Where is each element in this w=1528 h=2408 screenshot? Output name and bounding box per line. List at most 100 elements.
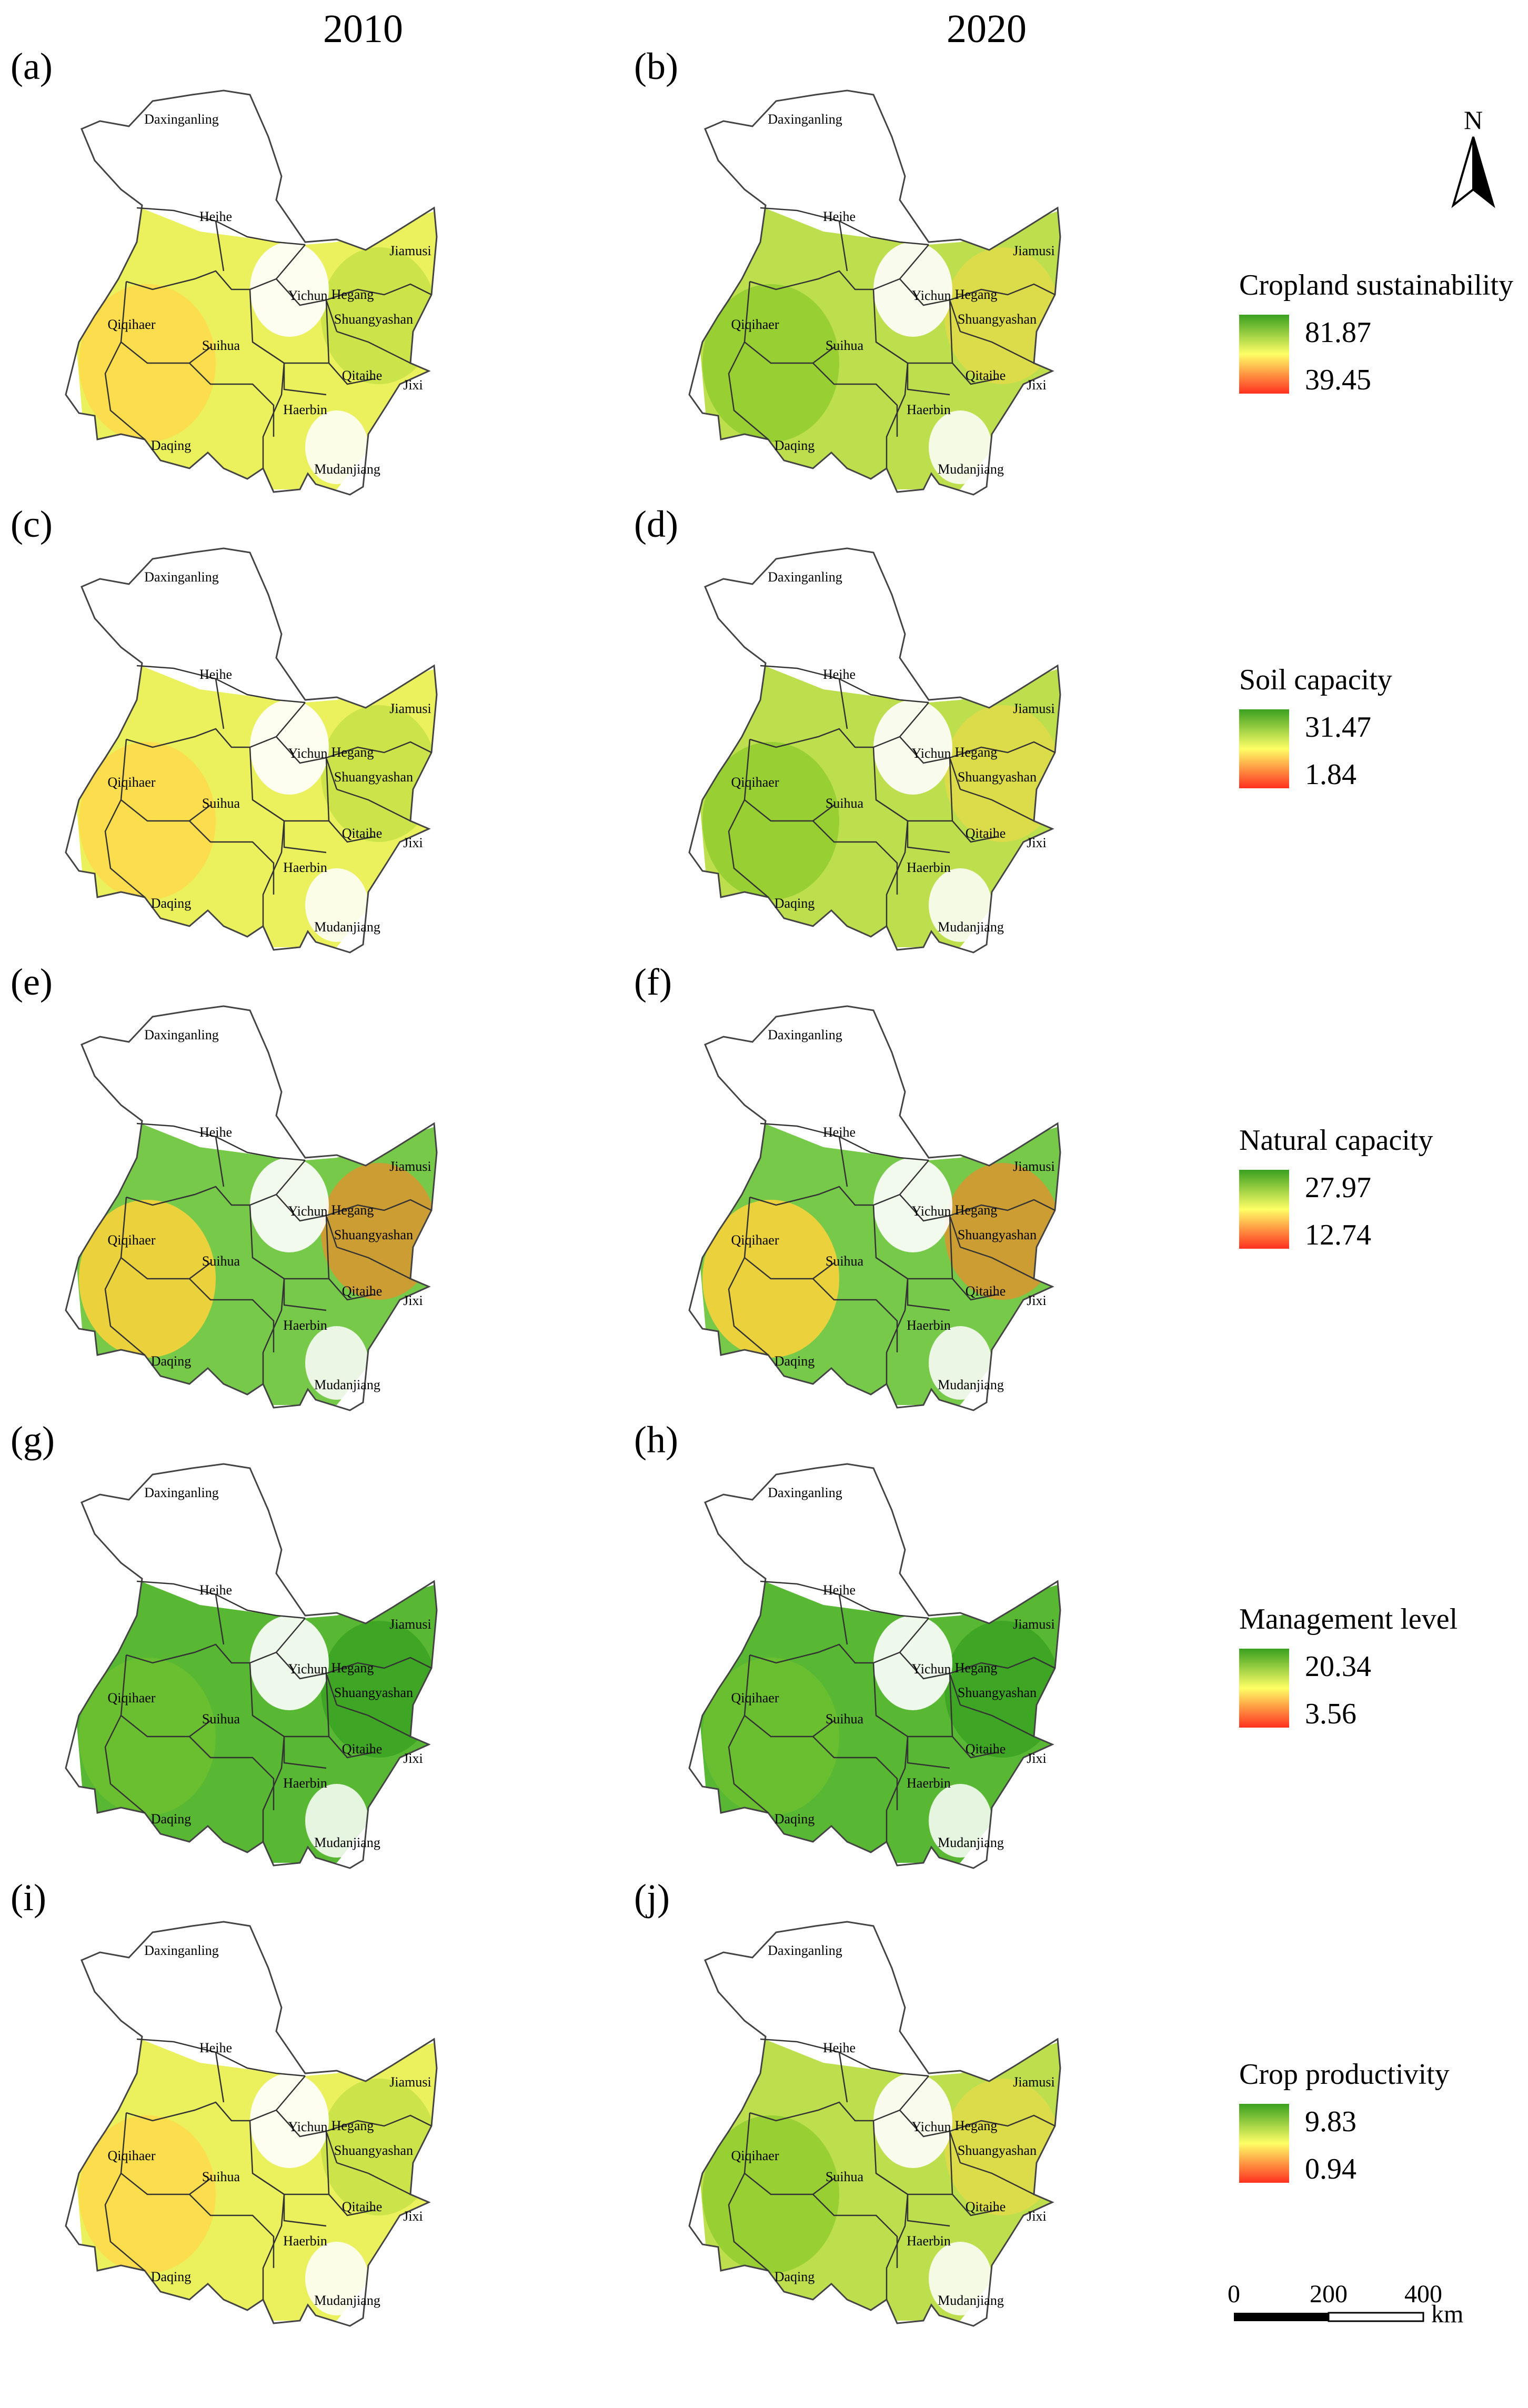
legend-min: 39.45 — [1305, 364, 1371, 396]
region-label-yichun: Yichun — [911, 1661, 951, 1677]
region-label-mudanjiang: Mudanjiang — [938, 2293, 1004, 2308]
region-label-yichun: Yichun — [288, 2119, 327, 2134]
map-panel-i: Daxinganling Heihe Yichun Hegang Jiamusi Shua… — [11, 1877, 438, 2327]
legend-color-ramp — [1239, 1649, 1289, 1728]
legend-title: Natural capacity — [1239, 1124, 1433, 1157]
region-label-heihe: Heihe — [199, 209, 232, 224]
region-label-qitaihe: Qitaihe — [342, 826, 383, 841]
region-label-heihe: Heihe — [199, 667, 232, 682]
scale-bar: 0 200 400 km — [1228, 2280, 1463, 2328]
region-label-jiamusi: Jiamusi — [1013, 1617, 1054, 1632]
region-label-daxinganling: Daxinganling — [144, 112, 219, 127]
cropland-raster — [697, 1116, 1060, 1405]
region-label-yichun: Yichun — [911, 1203, 951, 1219]
region-label-daxinganling: Daxinganling — [768, 1943, 842, 1958]
legend-title: Cropland sustainability — [1239, 269, 1513, 302]
legend-management-level: Management level 20.34 3.56 — [1239, 1603, 1457, 1730]
region-label-qiqihaer: Qiqihaer — [731, 2148, 779, 2163]
region-label-daqing: Daqing — [775, 438, 815, 453]
panel-label: (j) — [634, 1877, 670, 1919]
region-label-suihua: Suihua — [826, 1253, 864, 1269]
region-label-qitaihe: Qitaihe — [342, 1741, 383, 1757]
region-label-jiamusi: Jiamusi — [1013, 1159, 1054, 1174]
region-label-jiamusi: Jiamusi — [1013, 2074, 1054, 2090]
region-label-haerbin: Haerbin — [907, 402, 951, 417]
region-label-jiamusi: Jiamusi — [389, 1617, 431, 1632]
cropland-raster — [74, 200, 437, 489]
region-label-haerbin: Haerbin — [907, 860, 951, 875]
region-label-heihe: Heihe — [823, 667, 856, 682]
region-label-shuangyashan: Shuangyashan — [958, 1227, 1037, 1242]
region-label-daxinganling: Daxinganling — [768, 112, 842, 127]
region-label-hegang: Hegang — [331, 1660, 374, 1675]
region-label-jixi: Jixi — [1027, 2209, 1047, 2224]
region-label-yichun: Yichun — [911, 2119, 951, 2134]
region-label-qiqihaer: Qiqihaer — [731, 1232, 779, 1248]
region-label-mudanjiang: Mudanjiang — [938, 1835, 1004, 1850]
province-boundary — [688, 1463, 1061, 1869]
region-label-yichun: Yichun — [288, 1661, 327, 1677]
region-label-yichun: Yichun — [288, 288, 327, 303]
region-label-mudanjiang: Mudanjiang — [314, 919, 380, 935]
cropland-raster — [697, 2031, 1060, 2321]
region-label-qitaihe: Qitaihe — [966, 826, 1006, 841]
north-arrow-icon — [1451, 136, 1474, 208]
panel-label: (c) — [11, 503, 53, 545]
north-arrow-label: N — [1464, 105, 1483, 135]
region-label-haerbin: Haerbin — [907, 2233, 951, 2249]
region-label-suihua: Suihua — [826, 1711, 864, 1727]
legend-min: 12.74 — [1305, 1219, 1371, 1251]
region-label-jixi: Jixi — [403, 1751, 423, 1766]
cropland-raster — [697, 200, 1060, 489]
cropland-raster — [74, 1116, 437, 1405]
panel-label: (a) — [11, 45, 53, 87]
region-label-qiqihaer: Qiqihaer — [108, 2148, 156, 2163]
legend-max: 31.47 — [1305, 711, 1371, 744]
region-label-daxinganling: Daxinganling — [768, 569, 842, 585]
region-label-hegang: Hegang — [955, 2118, 998, 2133]
legend-min: 1.84 — [1305, 758, 1356, 791]
region-label-heihe: Heihe — [823, 1582, 856, 1598]
region-label-hegang: Hegang — [955, 1202, 998, 1218]
region-label-shuangyashan: Shuangyashan — [334, 2143, 413, 2158]
region-label-daxinganling: Daxinganling — [768, 1027, 842, 1042]
region-label-hegang: Hegang — [955, 1660, 998, 1675]
cropland-raster — [697, 658, 1060, 947]
region-label-qiqihaer: Qiqihaer — [108, 317, 156, 332]
legend-crop-productivity: Crop productivity 9.83 0.94 — [1239, 2058, 1450, 2185]
region-label-daqing: Daqing — [151, 1353, 192, 1369]
region-label-haerbin: Haerbin — [283, 402, 327, 417]
region-label-daxinganling: Daxinganling — [768, 1485, 842, 1500]
region-label-daqing: Daqing — [151, 438, 192, 453]
region-label-jixi: Jixi — [403, 835, 423, 850]
province-boundary — [65, 547, 438, 954]
region-label-jiamusi: Jiamusi — [1013, 243, 1054, 258]
region-label-qiqihaer: Qiqihaer — [108, 1232, 156, 1248]
legend-title: Management level — [1239, 1603, 1457, 1636]
region-label-mudanjiang: Mudanjiang — [938, 919, 1004, 935]
region-label-shuangyashan: Shuangyashan — [958, 2143, 1037, 2158]
region-label-qiqihaer: Qiqihaer — [731, 317, 779, 332]
province-boundary — [65, 1921, 438, 2327]
map-panel-g: Daxinganling Heihe Yichun Hegang Jiamusi Shua… — [11, 1419, 438, 1869]
region-label-heihe: Heihe — [199, 1582, 232, 1598]
region-label-daqing: Daqing — [775, 1811, 815, 1827]
province-boundary — [688, 547, 1061, 954]
region-label-qiqihaer: Qiqihaer — [108, 1690, 156, 1705]
region-label-yichun: Yichun — [911, 746, 951, 761]
region-label-jiamusi: Jiamusi — [1013, 701, 1054, 716]
map-panel-a: Daxinganling Heihe Yichun Hegang Jiamusi Shua… — [11, 45, 438, 496]
map-panel-e: Daxinganling Heihe Yichun Hegang Jiamusi Shua… — [11, 961, 438, 1411]
province-boundary — [688, 1005, 1061, 1411]
legend-color-ramp — [1239, 315, 1289, 394]
region-label-jixi: Jixi — [1027, 1751, 1047, 1766]
region-label-mudanjiang: Mudanjiang — [314, 2293, 380, 2308]
region-label-qiqihaer: Qiqihaer — [731, 775, 779, 790]
region-label-hegang: Hegang — [955, 287, 998, 302]
panel-label: (b) — [634, 45, 678, 87]
region-label-mudanjiang: Mudanjiang — [938, 461, 1004, 477]
region-label-qiqihaer: Qiqihaer — [108, 775, 156, 790]
region-label-yichun: Yichun — [911, 288, 951, 303]
north-arrow: N — [1451, 105, 1495, 208]
